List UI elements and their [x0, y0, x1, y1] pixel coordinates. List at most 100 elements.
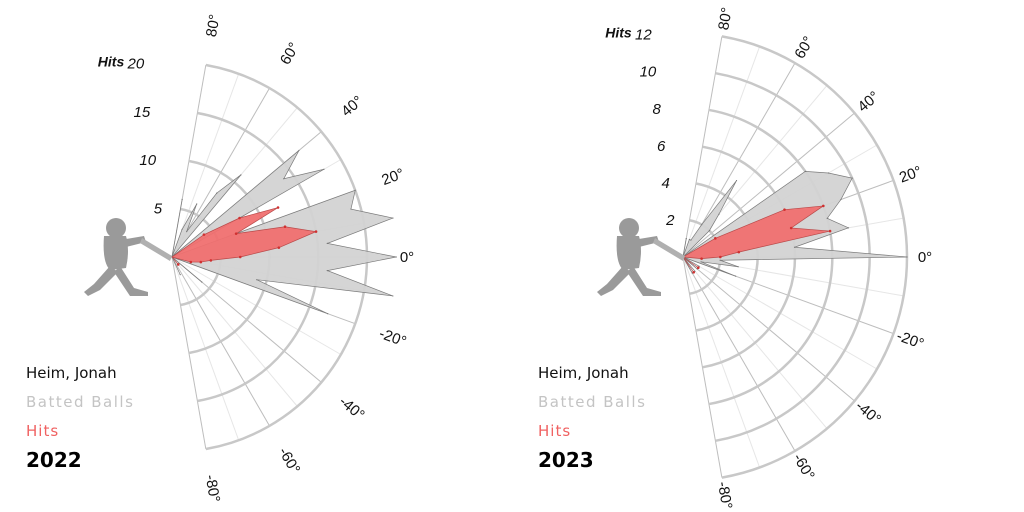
batted-ball-point: [326, 269, 329, 272]
hits-point: [209, 259, 213, 262]
radial-tick-label: 8: [652, 101, 661, 118]
batted-ball-point: [685, 238, 687, 240]
batted-ball-point: [240, 174, 242, 176]
polar-chart-2023: 80° 60° 40° 20° 0° -20° -40° -60° -80° 2 4 6 8 10 12Hi…: [597, 6, 932, 511]
hits-point: [202, 233, 206, 236]
angle-tick-label: -60°: [275, 445, 304, 477]
angle-tick-label: 60°: [791, 34, 817, 62]
batted-ball-point: [719, 259, 721, 261]
batted-ball-point: [688, 238, 690, 241]
radial-axis-label: Hits: [605, 25, 632, 41]
hits-point: [714, 237, 717, 240]
batted-ball-point: [181, 198, 183, 200]
angle-tick-label: -40°: [852, 398, 884, 429]
angle-tick-label: 80°: [715, 6, 736, 31]
batted-ball-point: [395, 256, 397, 258]
hits-point: [719, 255, 722, 259]
radial-tick-label: 4: [662, 175, 670, 192]
batter-silhouette-icon: [84, 218, 172, 296]
hits-point: [783, 208, 786, 211]
batted-ball-point: [216, 192, 218, 194]
batter-front-leg: [114, 266, 148, 296]
batted-ball-point: [326, 242, 329, 245]
batter-helmet: [106, 218, 126, 238]
angle-tick-label: -20°: [894, 328, 926, 353]
hits-point: [314, 230, 318, 233]
radial-tick-label: 20: [127, 55, 145, 72]
batted-ball-point: [735, 275, 737, 277]
batter-arms: [120, 236, 146, 248]
batter-back-leg: [84, 266, 118, 296]
angle-tick-label: 80°: [203, 13, 224, 38]
batted-ball-point: [327, 313, 329, 315]
batted-ball-point: [827, 172, 830, 174]
batted-ball-point: [737, 266, 739, 268]
angle-tick-label: 20°: [379, 165, 406, 189]
chart-title-year: 2023: [538, 448, 594, 472]
radial-tick-label: 6: [657, 138, 666, 155]
hits-point: [238, 216, 241, 220]
batted-ball-point: [256, 279, 258, 281]
batted-ball-point: [392, 295, 394, 297]
angle-tick-label: -80°: [202, 473, 224, 503]
batter-silhouette-icon: [597, 218, 685, 296]
batted-ball-point: [323, 168, 325, 170]
angle-tick-label: -60°: [789, 451, 818, 483]
hits-point: [737, 250, 741, 254]
legend-hits: Hits: [538, 422, 572, 440]
batter-back-leg: [597, 266, 631, 296]
polar-chart-2022: 80° 60° 40° 20° 0° -20° -40° -60° -80° 5 10 15 20Hit…: [84, 13, 414, 504]
legend-batted-balls: Batted Balls: [538, 393, 647, 411]
hits-point: [692, 270, 696, 274]
batted-ball-point: [392, 217, 394, 219]
angle-tick-label: 20°: [897, 163, 924, 187]
hits-point: [822, 204, 825, 208]
hits-point: [238, 255, 242, 259]
angle-tick-label: -40°: [336, 393, 368, 424]
player-name: Heim, Jonah: [26, 364, 117, 382]
radial-tick-label: 2: [665, 212, 675, 229]
batted-ball-point: [354, 189, 356, 191]
batted-ball-point: [804, 170, 806, 172]
player-name: Heim, Jonah: [538, 364, 629, 382]
hits-point: [199, 260, 203, 264]
bat: [653, 238, 685, 261]
hits-area: [681, 205, 831, 273]
batted-ball-point: [700, 261, 702, 263]
batted-ball-point: [701, 224, 703, 226]
radial-tick-label: 15: [133, 104, 150, 121]
angle-tick-label: -20°: [377, 325, 409, 350]
radial-tick-label: 12: [635, 27, 652, 44]
batted-ball-point: [186, 231, 188, 233]
angle-tick-label: 0°: [400, 249, 414, 266]
batted-ball-point: [283, 178, 285, 180]
hits-point: [277, 246, 281, 249]
angle-tick-label: 60°: [277, 40, 303, 68]
batted-ball-point: [179, 274, 181, 276]
batted-ball-point: [906, 256, 908, 258]
angle-tick-label: 0°: [918, 249, 932, 266]
radial-tick-label: 10: [139, 152, 156, 169]
bat: [140, 238, 172, 261]
radial-axis-label: Hits: [98, 53, 125, 69]
angle-tick-label: 40°: [338, 93, 366, 121]
batter-helmet: [619, 218, 639, 238]
legend-2023: Heim, Jonah Batted Balls Hits 2023: [538, 364, 646, 472]
radial-tick-label: 10: [640, 64, 657, 81]
batted-ball-point: [847, 227, 850, 229]
chart-title-year: 2022: [26, 448, 82, 472]
hits-point: [789, 226, 793, 230]
hits-point: [189, 260, 193, 264]
batted-ball-point: [181, 228, 183, 231]
batted-ball-point: [708, 230, 710, 232]
angle-tick-label: -80°: [714, 480, 736, 510]
batted-ball-point: [690, 239, 692, 241]
batter-front-leg: [627, 266, 661, 296]
angle-tick-label: 40°: [855, 88, 883, 116]
batted-ball-point: [196, 203, 198, 205]
batted-ball-point: [718, 213, 720, 215]
hits-point: [696, 266, 700, 270]
batted-ball-point: [350, 208, 352, 210]
batted-ball-point: [201, 281, 203, 283]
